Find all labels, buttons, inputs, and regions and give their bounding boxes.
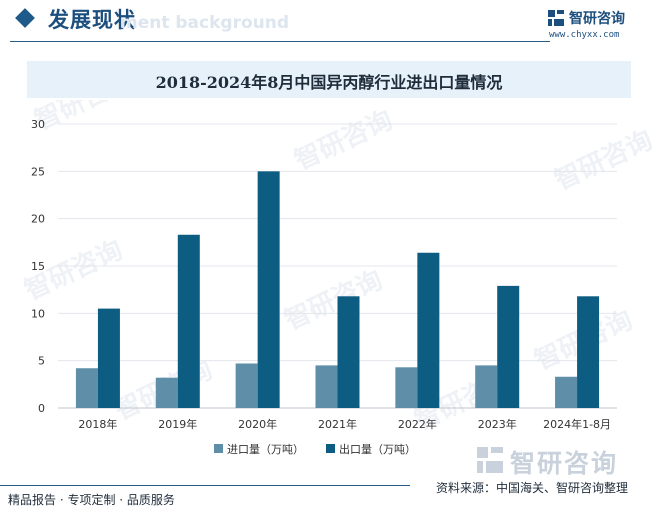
watermark-text: 智研咨询 <box>30 100 137 136</box>
bar-export <box>497 285 520 408</box>
header-bar: 发展现状 ment background 智研咨询 www.chyxx.com <box>0 0 659 44</box>
bar-export <box>257 171 280 408</box>
bar-export <box>337 296 360 408</box>
bar-import <box>395 367 418 408</box>
watermark-text: 智研咨询 <box>550 124 657 196</box>
header-divider <box>10 41 550 42</box>
section-title: 发展现状 <box>48 8 136 32</box>
chart-title-band: 2018-2024年8月中国异丙醇行业进出口量情况 <box>27 61 631 98</box>
x-tick-label: 2024年1-8月 <box>543 417 611 431</box>
footer-logo: 智研咨询 <box>476 444 646 478</box>
x-tick-label: 2022年 <box>398 417 437 431</box>
logo-url[interactable]: www.chyxx.com <box>549 30 620 40</box>
legend-swatch <box>214 444 223 453</box>
x-tick-label: 2018年 <box>78 417 117 431</box>
footer-slogan: 精品报告 · 专项定制 · 品质服务 <box>8 493 175 507</box>
diamond-icon <box>15 8 35 28</box>
footer-source: 资料来源：中国海关、智研咨询整理 <box>436 481 629 495</box>
y-tick-label: 20 <box>31 213 45 226</box>
legend-label: 出口量（万吨） <box>339 442 416 456</box>
footer-logo-text: 智研咨询 <box>510 449 619 478</box>
y-tick-label: 10 <box>31 307 45 320</box>
logo-mark-icon <box>548 10 564 26</box>
x-tick-label: 2020年 <box>238 417 277 431</box>
bar-import <box>235 363 258 408</box>
watermark-text: 智研咨询 <box>280 264 387 336</box>
bar-export <box>417 252 440 408</box>
bar-export <box>97 308 120 408</box>
x-tick-label: 2021年 <box>318 417 357 431</box>
y-tick-label: 0 <box>38 402 45 415</box>
legend-swatch <box>326 444 335 453</box>
x-tick-label: 2023年 <box>478 417 517 431</box>
bar-chart: 智研咨询智研咨询智研咨询智研咨询智研咨询智研咨询智研咨询智研咨询05101520… <box>20 100 657 456</box>
footer-logo-icon <box>477 447 503 473</box>
y-tick-label: 30 <box>31 118 45 131</box>
bar-import <box>315 365 338 408</box>
y-tick-label: 5 <box>38 355 45 368</box>
brand-logo[interactable]: 智研咨询 www.chyxx.com <box>545 7 645 43</box>
footer-divider <box>0 485 410 486</box>
bar-export <box>577 296 600 408</box>
y-tick-label: 15 <box>31 260 45 273</box>
y-tick-label: 25 <box>31 165 45 178</box>
legend-label: 进口量（万吨） <box>227 443 304 456</box>
bar-export <box>177 234 200 408</box>
bar-import <box>155 377 178 408</box>
watermark-text: 智研咨询 <box>290 104 397 176</box>
x-tick-label: 2019年 <box>158 417 197 431</box>
bar-import <box>475 365 498 408</box>
logo-name: 智研咨询 <box>569 11 625 27</box>
bar-import <box>555 376 578 408</box>
ghost-background-text: ment background <box>120 13 290 33</box>
bar-import <box>75 368 98 408</box>
chart-title: 2018-2024年8月中国异丙醇行业进出口量情况 <box>155 73 503 92</box>
